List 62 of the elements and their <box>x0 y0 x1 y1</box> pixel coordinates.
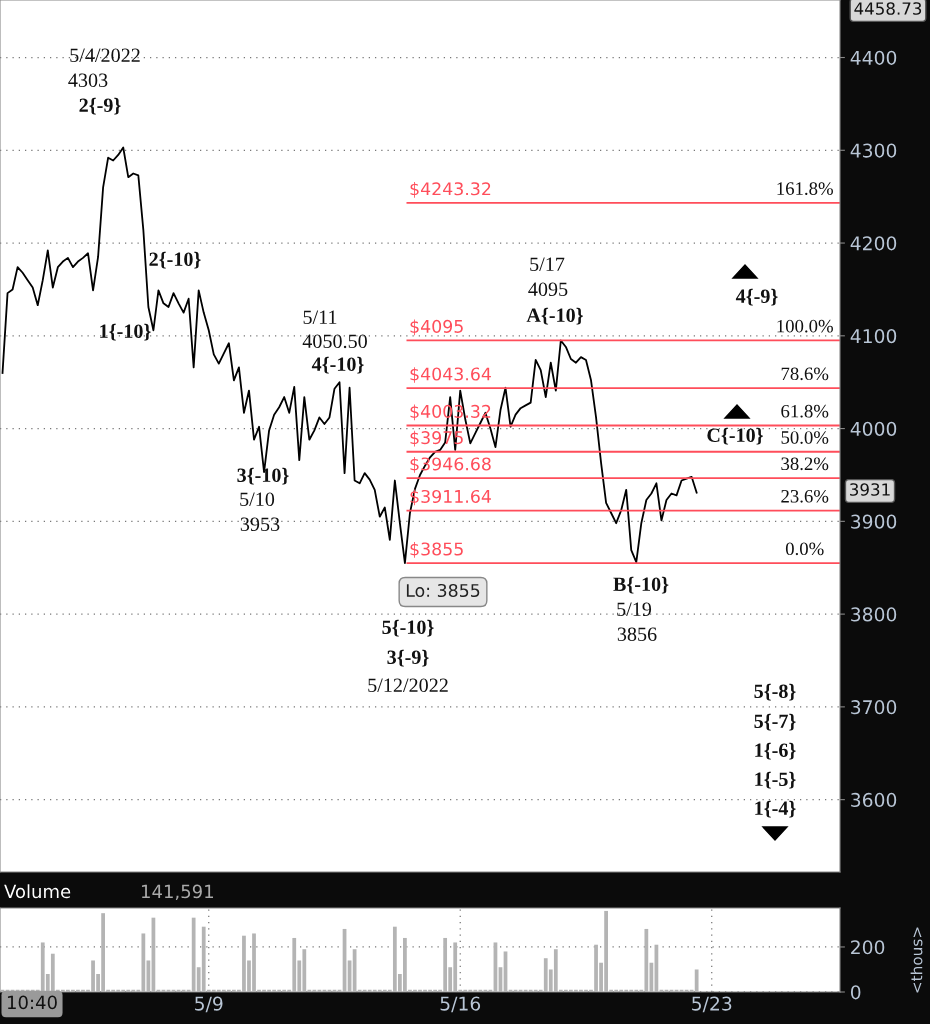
annotation: 5{-7} <box>754 713 796 731</box>
y-tick-label: 3800 <box>851 607 897 622</box>
text: 141,591 <box>141 884 213 901</box>
annotation: 38.2% <box>781 457 829 471</box>
x-tick-label: 5/23 <box>692 996 732 1013</box>
y-tick-label: 4200 <box>850 236 897 251</box>
annotation: 61.8% <box>781 404 829 418</box>
y-tick-label: 4400 <box>850 50 897 65</box>
annotation: 50.0% <box>781 431 829 444</box>
annotation: 5/4/2022 <box>70 48 140 63</box>
annotation: 1{-6} <box>755 742 796 760</box>
annotation: 5/19 <box>617 602 652 617</box>
y-tick-label: 3600 <box>851 792 897 808</box>
annotation: 0.0% <box>785 542 824 556</box>
annotation: 1{-4} <box>755 800 796 818</box>
annotation: 5{-8} <box>754 683 796 701</box>
annotation: 4050.50 <box>302 334 367 349</box>
y-tick-label: 200 <box>851 940 885 955</box>
x-tick-label: 5/16 <box>440 996 481 1013</box>
y-axis-title: <thous> <box>910 927 923 993</box>
annotation: B{-10} <box>613 576 669 594</box>
y-tick-label: 4100 <box>850 329 897 344</box>
annotation: 4095 <box>528 282 568 297</box>
annotation: 2{-10} <box>149 251 201 269</box>
annotation: A{-10} <box>526 307 583 325</box>
annotation: 5/17 <box>530 257 565 272</box>
annotation: C{-10} <box>707 427 763 445</box>
annotation: 5/10 <box>240 492 275 507</box>
y-tick-label: 3700 <box>851 700 897 715</box>
annotation: 2{-9} <box>79 97 121 115</box>
ref-line-label: $3855 <box>410 542 463 558</box>
text: 10:40 <box>7 995 57 1010</box>
annotation: 5/12/2022 <box>368 678 448 693</box>
annotation: 1{-10} <box>100 323 151 341</box>
text: 4458.73 <box>854 2 922 15</box>
annotation: 100.0% <box>777 319 833 333</box>
annotation: 3{-9} <box>387 649 429 667</box>
annotation: 23.6% <box>781 489 829 503</box>
chart-title: Volume <box>4 884 71 899</box>
annotation: 3856 <box>617 627 657 642</box>
annotation: 5/11 <box>303 310 337 325</box>
annotation: 4{-9} <box>735 288 778 306</box>
annotation: 1{-5} <box>755 771 796 789</box>
annotation: 3{-10} <box>237 467 289 485</box>
ref-line-label: $4043.64 <box>410 367 491 383</box>
annotation: 3953 <box>240 517 280 532</box>
annotation: 78.6% <box>781 367 829 381</box>
bar <box>694 969 699 992</box>
ref-line-label: $4243.32 <box>410 181 491 198</box>
text: 3931 <box>850 483 890 496</box>
annotation: 4{-10} <box>311 356 364 374</box>
annotation: 5{-10} <box>382 619 434 637</box>
y-tick-label: 4300 <box>850 143 897 158</box>
annotation: Lo: 3855 <box>406 583 480 598</box>
annotation: 161.8% <box>777 182 833 195</box>
x-tick-label: 5/9 <box>195 996 223 1013</box>
annotation: 4303 <box>68 73 108 88</box>
y-tick-label: 4000 <box>850 421 897 436</box>
ref-line-label: $4095 <box>410 319 463 336</box>
y-tick-label: 0 <box>850 985 861 1000</box>
line-series <box>1 146 698 564</box>
y-tick-label: 3900 <box>851 514 897 529</box>
